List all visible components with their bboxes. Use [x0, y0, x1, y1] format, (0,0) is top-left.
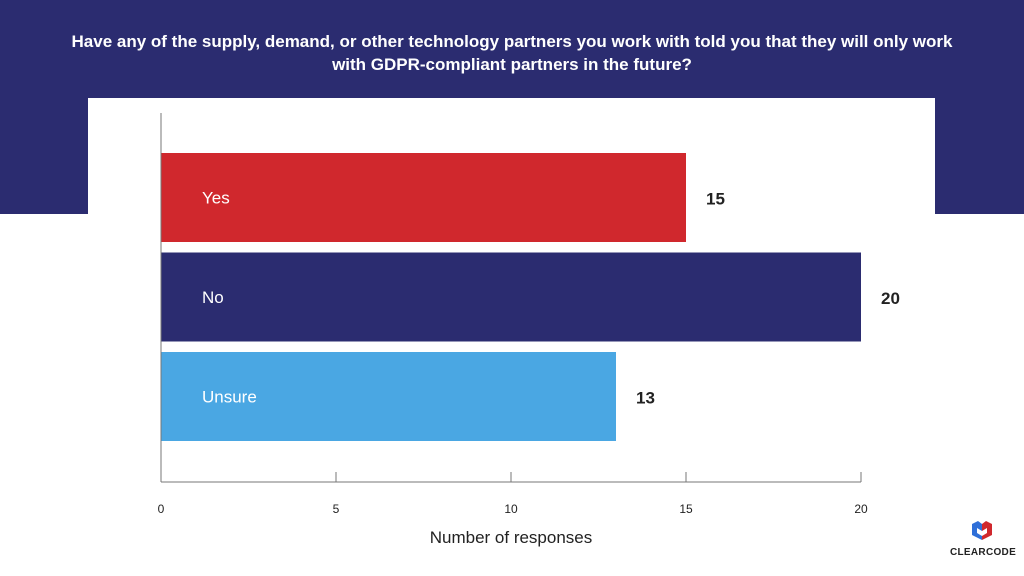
clearcode-logo-icon [972, 521, 992, 540]
x-tick-label: 20 [854, 502, 868, 516]
logo-text: CLEARCODE [950, 547, 1017, 558]
bar-label-yes: Yes [202, 189, 230, 208]
clearcode-logo: CLEARCODE [950, 520, 1017, 558]
chart-title: Have any of the supply, demand, or other… [71, 32, 953, 74]
data-label-no: 20 [881, 289, 900, 308]
data-label-unsure: 13 [636, 389, 655, 408]
x-tick-label: 5 [333, 502, 340, 516]
bar-no [161, 252, 861, 342]
bar-yes [161, 153, 686, 242]
x-tick-label: 0 [158, 502, 165, 516]
bar-label-unsure: Unsure [202, 388, 257, 407]
x-tick-label: 15 [679, 502, 693, 516]
x-axis-title: Number of responses [430, 528, 593, 547]
bar-label-no: No [202, 288, 224, 307]
x-tick-label: 10 [504, 502, 518, 516]
bar-unsure [161, 352, 616, 441]
data-label-yes: 15 [706, 190, 725, 209]
